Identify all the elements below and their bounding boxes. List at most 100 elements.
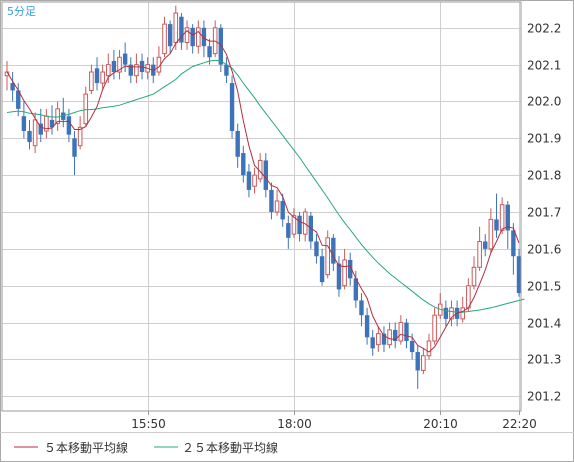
candle [505, 200, 510, 249]
candle-body [432, 314, 437, 342]
candle [77, 116, 83, 150]
y-tick-label: 201.8 [527, 169, 561, 183]
candle [201, 20, 207, 58]
candle [162, 16, 167, 58]
y-tick-label: 202.2 [527, 22, 561, 36]
y-tick-label: 201.2 [527, 390, 561, 404]
candle-body [364, 315, 370, 338]
candle [10, 72, 15, 102]
candle-body [128, 64, 133, 76]
candle-body [167, 24, 173, 47]
candle [117, 49, 122, 80]
candle-body [415, 352, 420, 371]
ma5-line [6, 30, 520, 353]
candle-body [483, 241, 488, 249]
candle [494, 193, 499, 238]
y-tick-label: 201.4 [527, 317, 561, 331]
candle [376, 326, 381, 353]
candle-body [286, 223, 291, 238]
candle-body [511, 230, 516, 257]
candle-body [195, 27, 201, 47]
candle [314, 234, 319, 264]
candle-body [10, 83, 15, 91]
legend-ma5-label: ５本移動平均線 [44, 440, 128, 455]
candle [393, 322, 398, 349]
candle [246, 164, 252, 198]
candle [94, 57, 100, 91]
candle-body [449, 307, 454, 320]
candle-body [376, 333, 381, 346]
candle-body [409, 340, 415, 353]
candle-body [66, 116, 72, 135]
candle-body [297, 215, 302, 235]
candle-body [134, 64, 139, 77]
candle-body [32, 119, 38, 147]
candle-body [100, 71, 105, 84]
candle-body [21, 116, 27, 131]
candle [291, 208, 297, 238]
candle-body [348, 259, 353, 279]
candle [252, 167, 257, 194]
x-tick-label: 20:10 [423, 417, 458, 431]
candle [499, 197, 505, 235]
candle [348, 252, 353, 286]
candle [331, 234, 336, 271]
candle [224, 57, 229, 84]
y-tick-label: 201.3 [527, 353, 561, 367]
candle [190, 24, 195, 54]
candle-body [241, 153, 246, 176]
candle-body [218, 27, 224, 65]
candle-body [314, 241, 319, 257]
candle [61, 97, 66, 128]
y-tick-label: 202.1 [527, 59, 561, 73]
plot-frame [1, 1, 522, 412]
candle [280, 193, 285, 227]
candle-body [499, 204, 505, 231]
candle [72, 130, 77, 176]
candle-body [27, 130, 32, 143]
candle [421, 348, 426, 375]
candle-body [111, 60, 117, 73]
candle-body [162, 23, 167, 55]
candle [229, 75, 235, 139]
candle [381, 326, 387, 353]
candle-body [370, 337, 375, 349]
candle-body [291, 215, 297, 235]
candle-body [426, 340, 432, 357]
x-tick-label: 15:50 [131, 417, 166, 431]
candle-body [325, 237, 331, 276]
candle [359, 293, 364, 327]
candle-body [280, 200, 285, 220]
candle [27, 119, 32, 150]
candle [342, 248, 347, 290]
y-tick-label: 201.6 [527, 243, 561, 257]
candle [404, 318, 409, 349]
candle [325, 230, 331, 279]
candle-body [398, 322, 404, 342]
candle [477, 226, 482, 271]
candle [511, 223, 516, 275]
candle-body [89, 71, 94, 91]
candle [134, 53, 139, 84]
candle [111, 49, 117, 80]
candle-body [229, 83, 235, 131]
candle [122, 42, 128, 73]
candle [195, 20, 201, 54]
candle [49, 105, 55, 135]
candle [449, 300, 454, 327]
candle-body [471, 266, 477, 287]
candle [432, 307, 437, 345]
candle [218, 24, 224, 73]
candle-body [246, 171, 252, 190]
candle-body [190, 27, 195, 47]
x-axis: 15:50 18:00 20:10 22:20 [131, 411, 537, 431]
candle [286, 215, 291, 249]
candle-body [404, 322, 409, 341]
candle-body [443, 307, 449, 319]
period-label: 5分足 [7, 5, 36, 18]
x-tick-label: 18:00 [277, 417, 312, 431]
candle-body [342, 259, 347, 287]
candle-body [263, 160, 269, 190]
candle [426, 333, 432, 360]
